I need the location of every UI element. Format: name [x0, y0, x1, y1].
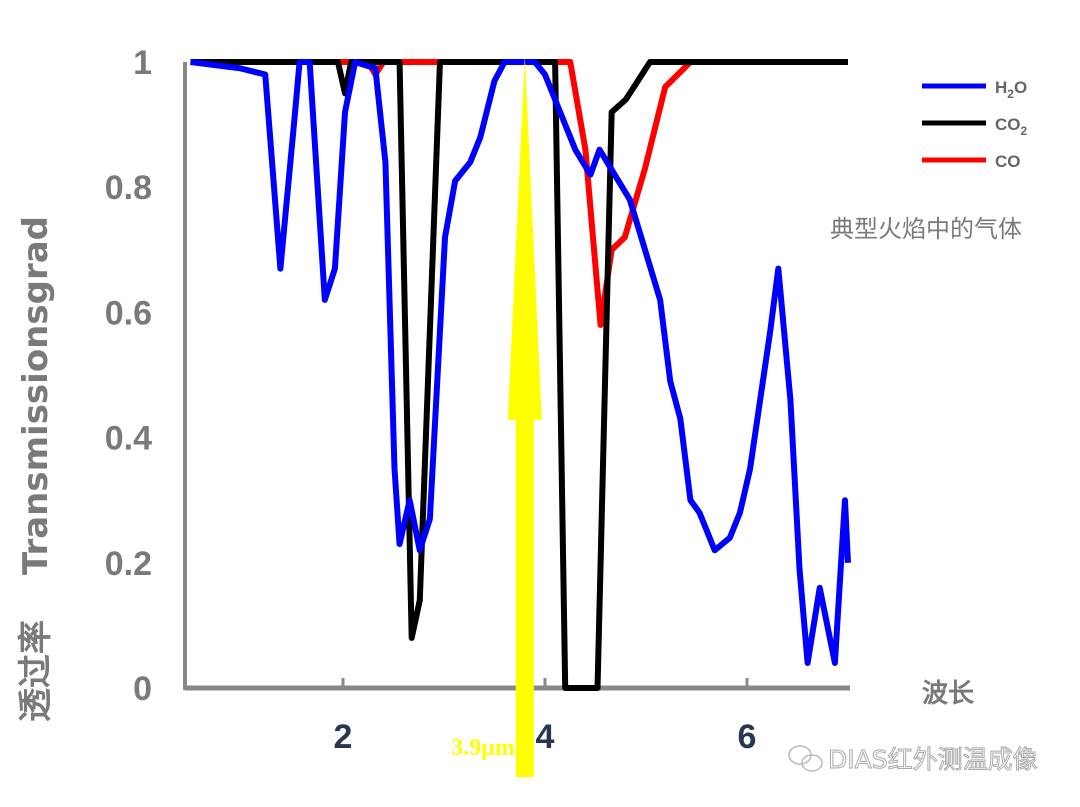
legend-label: CO	[995, 152, 1021, 171]
series-line-h2o	[190, 59, 851, 666]
series-lines	[190, 59, 851, 691]
marker-arrow-head	[507, 56, 542, 420]
y-tick-label: 0.4	[105, 420, 152, 458]
y-tick-label: 0	[133, 670, 152, 708]
x-axis-label: 波长	[922, 679, 975, 709]
legend-label: CO2	[995, 115, 1028, 138]
x-tick-label: 4	[536, 718, 555, 756]
marker-label: 3.9μm	[451, 735, 515, 761]
y-tick-label: 0.8	[105, 169, 152, 207]
marker-arrow-shaft	[515, 420, 534, 777]
y-axis-label-cn: 透过率	[16, 620, 56, 722]
y-axis-label: Transmissionsgrad	[16, 216, 56, 575]
y-tick-label: 0.2	[105, 545, 152, 583]
annotation-title: 典型火焰中的气体	[830, 215, 1022, 243]
x-tick-label: 2	[334, 718, 353, 756]
legend: H2O CO2 CO	[922, 78, 1028, 171]
axes: 0 0.2 0.4 0.6 0.8 1 2 4 6	[105, 44, 850, 756]
series-line-co2	[190, 59, 848, 691]
x-tick-label: 6	[738, 718, 757, 756]
y-tick-label: 1	[133, 44, 152, 82]
watermark: DIAS红外测温成像	[788, 745, 1038, 775]
wavelength-marker: 3.9μm	[451, 56, 542, 777]
legend-label: H2O	[995, 78, 1027, 101]
wechat-icon	[788, 745, 823, 772]
y-tick-label: 0.6	[105, 294, 152, 332]
watermark-text: DIAS红外测温成像	[828, 745, 1038, 774]
